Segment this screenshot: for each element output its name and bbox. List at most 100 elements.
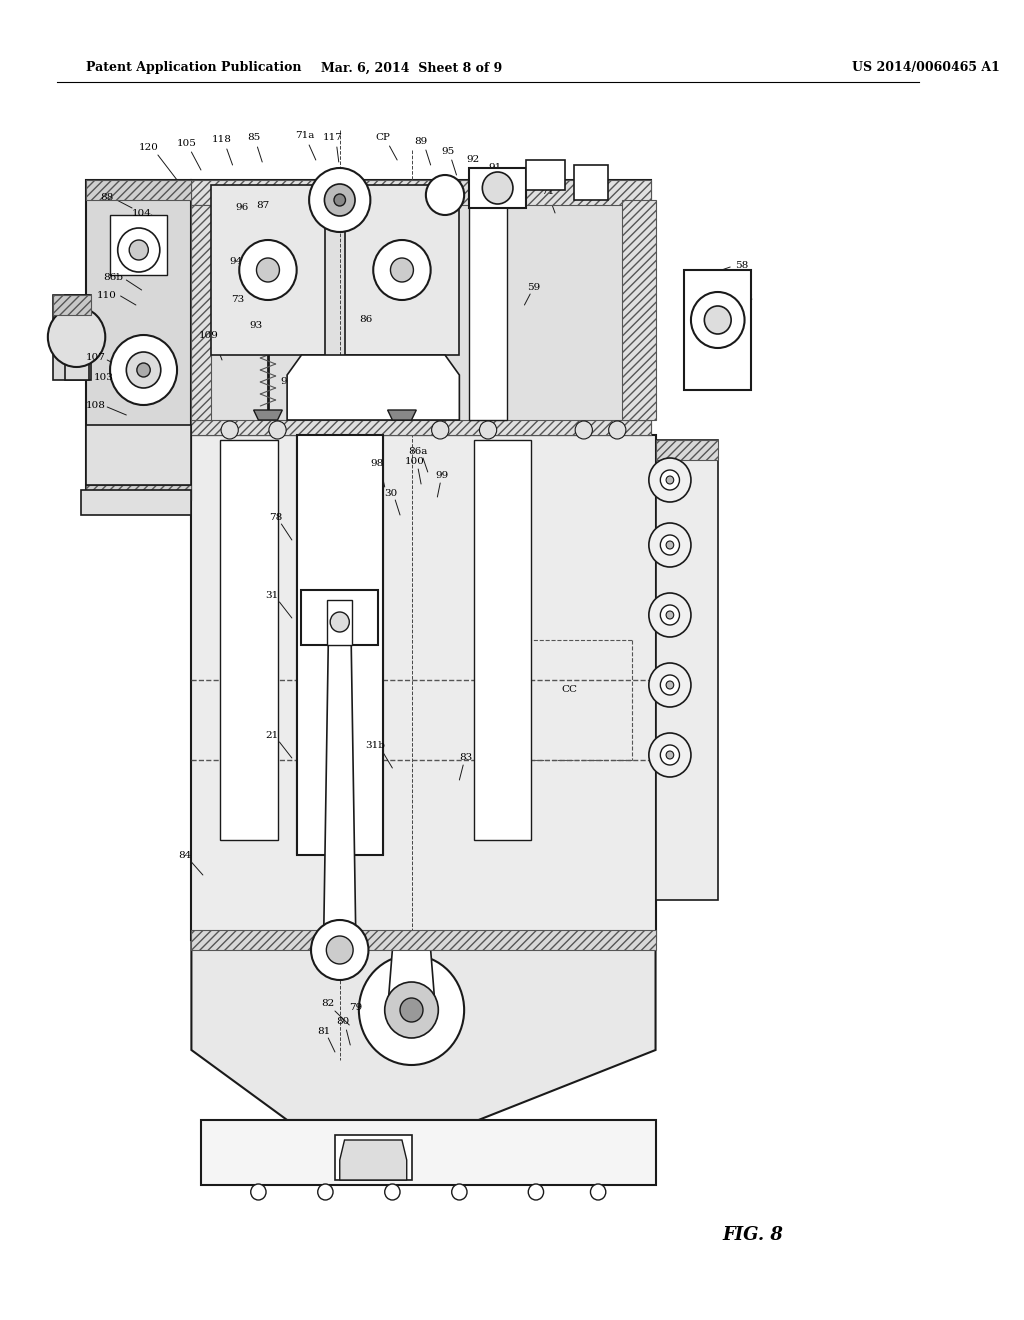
Circle shape bbox=[118, 228, 160, 272]
Text: 83: 83 bbox=[460, 754, 473, 763]
Circle shape bbox=[129, 240, 148, 260]
Circle shape bbox=[649, 458, 691, 502]
Circle shape bbox=[317, 1184, 333, 1200]
Text: 30: 30 bbox=[384, 488, 397, 498]
Circle shape bbox=[608, 421, 626, 440]
Circle shape bbox=[358, 954, 464, 1065]
Polygon shape bbox=[632, 205, 651, 420]
Bar bbox=[220, 440, 278, 840]
Circle shape bbox=[221, 421, 239, 440]
Polygon shape bbox=[191, 180, 651, 436]
Text: 96: 96 bbox=[236, 203, 249, 213]
Text: 106: 106 bbox=[247, 284, 266, 293]
Polygon shape bbox=[86, 484, 191, 500]
Text: 108: 108 bbox=[86, 400, 105, 409]
Text: 88: 88 bbox=[100, 194, 114, 202]
Bar bbox=[110, 215, 168, 275]
Circle shape bbox=[666, 541, 674, 549]
Bar bbox=[66, 294, 89, 380]
Polygon shape bbox=[655, 440, 718, 459]
Text: 21: 21 bbox=[265, 730, 279, 739]
Circle shape bbox=[705, 306, 731, 334]
Circle shape bbox=[649, 663, 691, 708]
Text: 118: 118 bbox=[212, 136, 232, 144]
Circle shape bbox=[479, 421, 497, 440]
Circle shape bbox=[325, 183, 355, 216]
Text: 95: 95 bbox=[441, 148, 455, 157]
Polygon shape bbox=[191, 420, 651, 436]
Circle shape bbox=[666, 477, 674, 484]
Circle shape bbox=[251, 1184, 266, 1200]
Polygon shape bbox=[388, 411, 417, 420]
Circle shape bbox=[649, 733, 691, 777]
Text: 89: 89 bbox=[415, 136, 428, 145]
Circle shape bbox=[256, 257, 280, 282]
Polygon shape bbox=[655, 440, 718, 900]
Circle shape bbox=[666, 611, 674, 619]
Text: 85: 85 bbox=[247, 133, 260, 143]
Polygon shape bbox=[191, 205, 211, 420]
Text: 109: 109 bbox=[199, 330, 218, 339]
Text: 120: 120 bbox=[138, 143, 159, 152]
Circle shape bbox=[660, 535, 680, 554]
Circle shape bbox=[591, 1184, 606, 1200]
Polygon shape bbox=[287, 355, 460, 420]
Text: 107: 107 bbox=[86, 354, 105, 363]
Circle shape bbox=[649, 523, 691, 568]
Text: 81: 81 bbox=[316, 1027, 330, 1036]
Text: 104: 104 bbox=[132, 209, 152, 218]
Bar bbox=[474, 440, 531, 840]
Text: 100: 100 bbox=[404, 457, 424, 466]
Bar bbox=[191, 931, 655, 950]
Circle shape bbox=[660, 744, 680, 766]
Text: 78: 78 bbox=[269, 512, 283, 521]
Circle shape bbox=[426, 176, 464, 215]
Text: 86a: 86a bbox=[409, 446, 428, 455]
Polygon shape bbox=[86, 180, 191, 500]
Polygon shape bbox=[340, 1140, 407, 1180]
Text: CP: CP bbox=[376, 132, 390, 141]
Bar bbox=[301, 590, 378, 645]
Circle shape bbox=[528, 1184, 544, 1200]
Text: 62: 62 bbox=[740, 293, 753, 302]
Polygon shape bbox=[622, 201, 655, 420]
Circle shape bbox=[666, 751, 674, 759]
Text: 84: 84 bbox=[178, 851, 191, 861]
Circle shape bbox=[575, 421, 593, 440]
Text: 105: 105 bbox=[177, 139, 197, 148]
Circle shape bbox=[660, 605, 680, 624]
Text: FIG. 8: FIG. 8 bbox=[723, 1226, 783, 1243]
Text: 90: 90 bbox=[510, 173, 523, 182]
Circle shape bbox=[385, 982, 438, 1038]
Text: 87: 87 bbox=[257, 201, 269, 210]
Polygon shape bbox=[191, 180, 651, 205]
Circle shape bbox=[311, 920, 369, 979]
Text: 31: 31 bbox=[265, 590, 279, 599]
Text: 98: 98 bbox=[371, 458, 384, 467]
Text: 110: 110 bbox=[97, 290, 117, 300]
Polygon shape bbox=[324, 645, 356, 950]
Text: CC: CC bbox=[561, 685, 578, 694]
Text: 31b: 31b bbox=[366, 741, 385, 750]
Bar bbox=[86, 425, 191, 484]
Text: 82: 82 bbox=[322, 999, 335, 1008]
Text: 99: 99 bbox=[435, 471, 449, 480]
Text: 86b: 86b bbox=[103, 273, 123, 282]
Circle shape bbox=[240, 240, 297, 300]
Text: 103: 103 bbox=[93, 374, 114, 383]
Bar bbox=[526, 160, 564, 190]
Circle shape bbox=[400, 998, 423, 1022]
Circle shape bbox=[385, 1184, 400, 1200]
Polygon shape bbox=[52, 294, 91, 315]
Text: 91: 91 bbox=[488, 164, 502, 173]
Circle shape bbox=[390, 257, 414, 282]
Circle shape bbox=[269, 421, 286, 440]
Circle shape bbox=[666, 681, 674, 689]
Circle shape bbox=[691, 292, 744, 348]
Circle shape bbox=[334, 194, 345, 206]
Text: 58: 58 bbox=[735, 260, 749, 269]
Circle shape bbox=[660, 675, 680, 696]
Bar bbox=[469, 168, 526, 209]
Circle shape bbox=[327, 936, 353, 964]
Text: 73: 73 bbox=[230, 296, 244, 305]
